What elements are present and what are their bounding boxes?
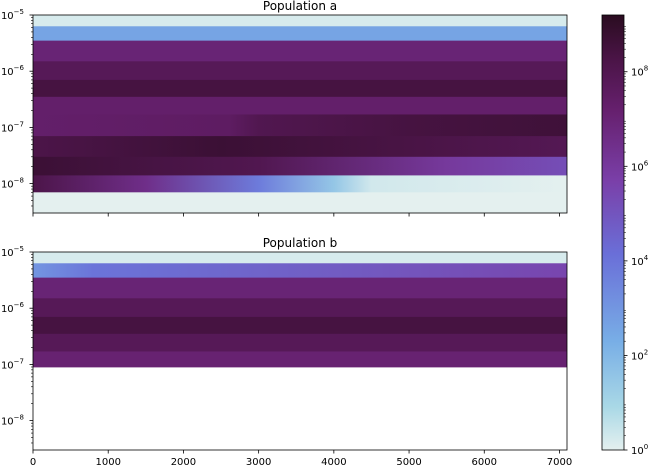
axes-frame — [32, 14, 568, 214]
y-tick-base: 10 — [1, 417, 14, 428]
colorbar-tick-exponent: 0 — [644, 443, 648, 451]
heatmap-band — [33, 96, 567, 115]
y-tick-exponent: −5 — [14, 8, 24, 16]
colorbar-tick-exponent: 2 — [644, 348, 648, 356]
y-tick-base: 10 — [1, 304, 14, 315]
heatmap-band — [33, 333, 567, 352]
heatmap-band — [33, 26, 567, 42]
panel-title: Population a — [263, 0, 337, 13]
colorbar-tick-base: 10 — [631, 446, 644, 457]
x-tick-label: 0 — [30, 457, 36, 467]
y-tick-label: 10−7 — [1, 120, 24, 134]
x-tick-label: 7000 — [547, 457, 572, 467]
heatmap-band — [33, 316, 567, 335]
colorbar-tick-exponent: 8 — [644, 65, 648, 73]
heatmap-band — [33, 252, 567, 264]
x-tick-label: 2000 — [171, 457, 196, 467]
y-tick-label: 10−8 — [1, 177, 24, 191]
y-tick-exponent: −7 — [14, 357, 24, 365]
heatmap-band — [33, 136, 567, 158]
colorbar-tick-base: 10 — [631, 351, 644, 362]
heatmap-band — [33, 79, 567, 98]
x-tick-label: 5000 — [396, 457, 421, 467]
y-tick-base: 10 — [1, 11, 14, 22]
y-tick-base: 10 — [1, 248, 14, 259]
y-tick-exponent: −7 — [14, 120, 24, 128]
colorbar-tick-exponent: 6 — [644, 159, 648, 167]
y-tick-label: 10−6 — [1, 301, 25, 315]
y-tick-exponent: −8 — [14, 177, 24, 185]
colorbar-gradient — [601, 14, 625, 451]
colorbar-tick-base: 10 — [631, 257, 644, 268]
colorbar-tick-label: 102 — [631, 348, 648, 362]
x-tick-label: 1000 — [95, 457, 120, 467]
y-tick-base: 10 — [1, 123, 14, 134]
colorbar-tick-label: 104 — [631, 254, 648, 268]
colorbar-tick-base: 10 — [631, 162, 644, 173]
y-tick-label: 10−7 — [1, 357, 24, 371]
y-tick-exponent: −8 — [14, 414, 24, 422]
x-tick-label: 4000 — [321, 457, 346, 467]
heatmap-band — [33, 40, 567, 62]
heatmap-panel-population-b: Population b10−510−610−710−80 1000 2000 300… — [1, 236, 572, 467]
y-tick-label: 10−5 — [1, 245, 24, 259]
x-tick-label: 3000 — [246, 457, 271, 467]
heatmap-band — [33, 114, 567, 137]
colorbar-tick-exponent: 4 — [644, 254, 648, 262]
colorbar-tick-base: 10 — [631, 68, 644, 79]
y-tick-exponent: −6 — [14, 301, 25, 309]
y-tick-exponent: −6 — [14, 64, 25, 72]
heatmap-band — [33, 298, 567, 318]
y-tick-exponent: −5 — [14, 245, 24, 253]
heatmap-panel-population-a: Population a10−510−610−710−8 — [1, 0, 568, 217]
heatmap-band — [33, 192, 567, 214]
heatmap-band — [33, 156, 567, 176]
heatmap-band — [33, 61, 567, 81]
heatmap-band — [33, 351, 567, 368]
heatmap-band — [33, 175, 567, 193]
colorbar-tick-label: 106 — [631, 159, 648, 173]
colorbar-tick-label: 108 — [631, 65, 648, 79]
heatmap-band — [33, 263, 567, 279]
y-tick-base: 10 — [1, 180, 14, 191]
y-tick-label: 10−5 — [1, 8, 24, 22]
colorbar-tick-label: 100 — [631, 443, 648, 457]
y-tick-label: 10−6 — [1, 64, 25, 78]
y-tick-base: 10 — [1, 67, 14, 78]
heatmap-band — [33, 277, 567, 299]
axes-frame — [32, 251, 568, 451]
x-tick-label: 6000 — [472, 457, 497, 467]
panel-title: Population b — [263, 236, 337, 250]
y-tick-label: 10−8 — [1, 414, 24, 428]
y-tick-base: 10 — [1, 360, 14, 371]
heatmap-band — [33, 15, 567, 27]
